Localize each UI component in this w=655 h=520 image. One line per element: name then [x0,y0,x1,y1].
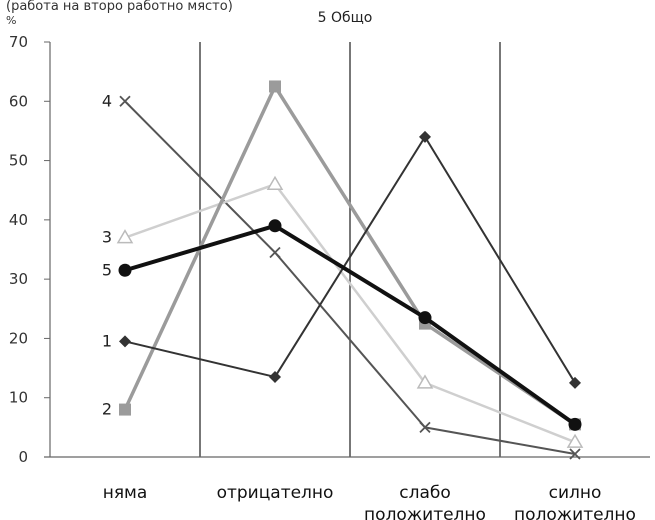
series-labels: 1 2 3 4 5 [102,91,112,418]
series-1-point [569,376,581,389]
x-category-label: положително [514,505,636,520]
chart-caption: (работа на второ работно място) [6,0,233,14]
y-tick-label: 10 [9,389,28,407]
series-1-point [119,335,131,348]
series-3-point [116,229,134,244]
x-category-label: слабо [399,483,451,503]
series-label-1: 1 [102,331,112,350]
series-1-point [419,130,431,143]
series-1-line [124,135,576,384]
series-3-point [566,433,584,448]
series-5-point [118,263,132,277]
series-3-point [416,374,434,389]
y-tick-label: 40 [9,211,28,229]
chart-legend-label: 5 Общо [318,10,373,26]
series-5-point [568,417,582,431]
x-category-label: няма [103,483,148,503]
series-4-point [569,448,581,460]
y-tick-label: 70 [9,33,28,51]
series-5-point [268,219,282,233]
x-category-label: силно [549,483,602,503]
series-4-point [419,421,431,433]
y-tick-label: 30 [9,270,28,288]
series-3 [116,175,584,448]
series-label-3: 3 [102,228,112,247]
y-tick-label: 0 [18,448,28,466]
x-category-label: положително [364,505,486,520]
series-4-point [119,95,131,107]
series-3-line [124,183,576,444]
series-group [116,80,584,460]
series-1-point [269,370,281,383]
series-label-2: 2 [102,400,112,419]
series-4-point [269,246,281,259]
y-tick-label: 60 [9,92,28,110]
series-5-point [418,311,432,325]
x-tick-labels: няма отрицателно слабо положително силно поло… [103,483,636,520]
series-label-4: 4 [102,91,112,110]
x-category-label: отрицателно [217,483,334,503]
y-tick-label: 20 [9,329,28,347]
y-tick-labels: 0 10 20 30 40 50 60 70 [9,33,28,466]
series-label-5: 5 [102,260,112,279]
series-1 [119,130,581,389]
series-2-point [119,403,131,416]
y-tick-label: 50 [9,152,28,170]
series-4 [119,95,581,460]
series-5 [118,219,582,431]
series-5-line [124,223,577,427]
series-3-point [266,175,284,191]
y-axis-unit: % [6,14,16,27]
axes [44,41,650,458]
series-4-line [124,100,576,456]
series-2-point [269,80,281,93]
